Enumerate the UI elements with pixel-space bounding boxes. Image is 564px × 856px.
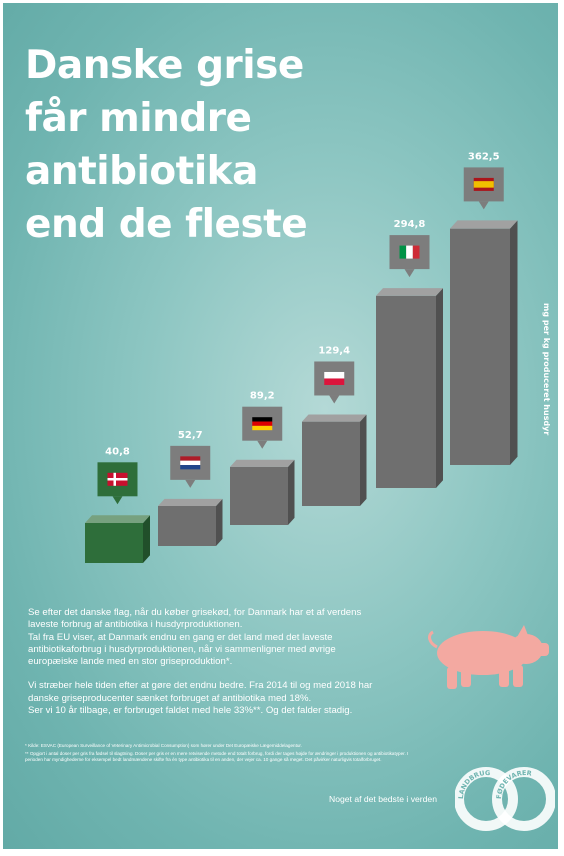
- bar-group: 89,2: [230, 391, 295, 525]
- bar-side: [143, 515, 150, 563]
- flag-callout: [97, 462, 138, 505]
- bar-chart: 40,8 52,7 89,2 129,4 294,8 362,5: [85, 151, 518, 563]
- bar-side: [216, 498, 223, 546]
- headline-line: Danske grise: [25, 43, 304, 88]
- headline-line: antibiotika: [25, 149, 258, 194]
- italy-flag-icon: [399, 245, 420, 259]
- value-label: 129,4: [318, 345, 350, 356]
- denmark-flag-icon: [107, 472, 128, 486]
- footnotes: * Kilde: ESVAC (European Surveillance of…: [25, 743, 420, 766]
- bar-side: [360, 414, 367, 506]
- bar: [85, 523, 143, 563]
- bar-group: 294,8: [376, 219, 443, 488]
- body-text: Se efter det danske flag, når du køber g…: [28, 607, 383, 717]
- flag-callout: [463, 167, 504, 210]
- bar-top: [450, 220, 518, 229]
- bar-side: [436, 288, 443, 488]
- poland-flag-icon: [324, 371, 345, 385]
- bar-group: 40,8: [85, 446, 150, 563]
- pig-icon: [428, 625, 549, 689]
- bar-top: [376, 288, 443, 296]
- paragraph: Vi stræber hele tiden efter at gøre det …: [28, 680, 373, 704]
- poster: Danske grise får mindre antibiotika end …: [3, 3, 558, 849]
- value-label: 362,5: [468, 151, 500, 162]
- flag-callout: [242, 406, 283, 449]
- bar: [230, 466, 288, 525]
- bar-group: 52,7: [158, 430, 223, 546]
- bar-top: [230, 459, 295, 467]
- headline-line: end de fleste: [25, 202, 308, 247]
- bar-group: 129,4: [302, 345, 367, 506]
- landbrug-foedevarer-logo: LANDBRUG FØDEVARER: [455, 767, 555, 831]
- value-label: 294,8: [394, 219, 426, 230]
- netherlands-flag-icon: [180, 456, 201, 470]
- germany-flag-icon: [252, 417, 273, 431]
- tagline: Noget af det bedste i verden: [329, 794, 437, 804]
- value-label: 40,8: [105, 446, 130, 457]
- bar-top: [158, 498, 223, 506]
- flag-callout: [170, 445, 211, 488]
- flag-callout: [389, 235, 430, 278]
- paragraph: Tal fra EU viser, at Danmark endnu en ga…: [28, 631, 336, 668]
- bar-side: [288, 459, 295, 525]
- headline-line: får mindre: [25, 96, 252, 141]
- flag-callout: [314, 361, 355, 404]
- paragraph: Se efter det danske flag, når du køber g…: [28, 607, 362, 631]
- bar: [450, 228, 510, 465]
- bar: [158, 506, 216, 546]
- spain-flag-icon: [473, 177, 494, 191]
- bar-top: [302, 414, 367, 422]
- footnote: ** Opgjort i antal doser per gris fra fø…: [25, 751, 409, 763]
- footnote: * Kilde: ESVAC (European Surveillance of…: [25, 743, 302, 748]
- paragraph: Ser vi 10 år tilbage, er forbruget falde…: [28, 705, 353, 717]
- bar-top: [85, 515, 150, 523]
- value-label: 52,7: [178, 430, 203, 441]
- bar-side: [510, 220, 518, 465]
- y-axis-label: mg per kg produceret husdyr: [542, 303, 551, 436]
- value-label: 89,2: [250, 391, 275, 402]
- bar-group: 362,5: [450, 151, 518, 465]
- headline: Danske grise får mindre antibiotika end …: [25, 39, 308, 251]
- bar: [302, 421, 360, 506]
- bar: [376, 295, 436, 488]
